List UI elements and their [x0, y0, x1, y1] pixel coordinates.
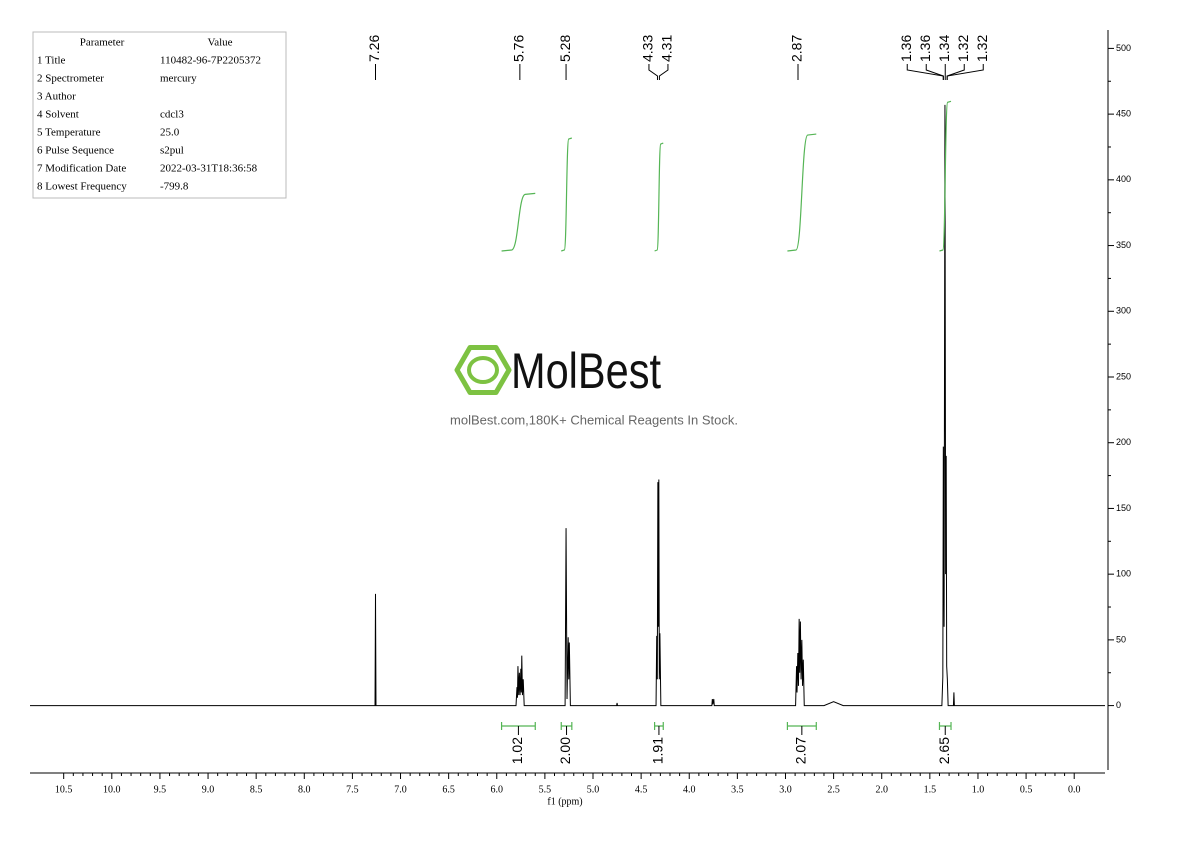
y-tick-label: 150	[1116, 503, 1131, 513]
parameter-table: Parameter Value 1 Title 110482-96-7P2205372…	[37, 37, 261, 193]
y-tick-label: 200	[1116, 437, 1131, 447]
x-tick-label: 5.5	[539, 784, 552, 795]
table-cell: 1 Title	[37, 55, 66, 67]
watermark: MolBest molBest.com,180K+ Chemical Reage…	[450, 343, 738, 427]
x-tick-label: 0.5	[1020, 784, 1033, 795]
table-header: Value	[207, 37, 232, 49]
x-tick-label: 1.5	[924, 784, 937, 795]
y-tick-label: 100	[1116, 569, 1131, 579]
x-tick-label: 8.5	[250, 784, 263, 795]
peak-label: 1.36	[898, 35, 914, 62]
table-cell: 2022-03-31T18:36:58	[160, 163, 258, 175]
peak-label: 4.31	[659, 35, 675, 62]
integral-curve	[787, 133, 817, 252]
integral-label: 2.00	[557, 737, 573, 764]
table-cell: 25.0	[160, 127, 180, 139]
y-tick-label: 450	[1116, 108, 1131, 118]
peak-label: 1.32	[974, 35, 990, 62]
x-tick-label: 7.0	[394, 784, 407, 795]
x-tick-label: 10.5	[55, 784, 73, 795]
x-tick-label: 4.0	[683, 784, 696, 795]
peak-marker	[658, 64, 669, 80]
x-tick-label: 10.0	[103, 784, 121, 795]
integral-label: 1.02	[509, 737, 525, 764]
table-cell: 6 Pulse Sequence	[37, 145, 114, 157]
table-cell: 3 Author	[37, 91, 76, 103]
x-tick-label: 4.5	[635, 784, 648, 795]
table-cell: mercury	[160, 73, 197, 85]
x-tick-label: 6.0	[491, 784, 504, 795]
table-cell: cdcl3	[160, 109, 184, 121]
x-tick-label: 1.0	[972, 784, 985, 795]
table-header: Parameter	[80, 37, 125, 49]
table-cell: 110482-96-7P2205372	[160, 55, 261, 67]
peak-marker	[906, 64, 944, 80]
parameter-table-frame	[32, 31, 287, 199]
x-tick-label: 5.0	[587, 784, 600, 795]
x-tick-label: 8.0	[298, 784, 311, 795]
x-tick-label: 3.5	[731, 784, 744, 795]
y-tick-label: 250	[1116, 371, 1131, 381]
peak-label: 5.76	[511, 35, 527, 62]
integral-curve	[501, 192, 536, 252]
peak-label: 4.33	[640, 35, 656, 62]
x-tick-label: 7.5	[346, 784, 359, 795]
y-tick-label: 500	[1116, 43, 1131, 53]
peak-marker	[925, 64, 944, 80]
integral-label: 1.91	[650, 737, 666, 764]
y-tick-label: 300	[1116, 306, 1131, 316]
x-tick-label: 0.0	[1068, 784, 1081, 795]
x-tick-label: 2.0	[875, 784, 888, 795]
integral-label: 2.65	[936, 737, 952, 764]
tagline: molBest.com,180K+ Chemical Reagents In S…	[450, 412, 738, 427]
x-tick-label: 3.0	[779, 784, 792, 795]
peak-marker	[648, 64, 658, 80]
spectrum-line	[30, 104, 1105, 707]
peak-marker	[946, 64, 965, 80]
logo-ring	[467, 356, 499, 384]
integral-curve	[939, 100, 952, 252]
logo-text: MolBest	[511, 343, 661, 399]
y-tick-label: 0	[1116, 700, 1121, 710]
table-cell: 2 Spectrometer	[37, 73, 104, 85]
table-cell: 5 Temperature	[37, 127, 101, 139]
y-tick-label: 350	[1116, 240, 1131, 250]
logo-hexagon	[454, 345, 512, 395]
y-tick-label: 400	[1116, 174, 1131, 184]
peak-marker	[946, 64, 984, 80]
table-cell: 8 Lowest Frequency	[37, 181, 127, 193]
x-tick-label: 9.0	[202, 784, 215, 795]
integral-label: 2.07	[793, 737, 809, 764]
peak-label: 7.26	[366, 35, 382, 62]
peak-label: 1.32	[955, 35, 971, 62]
peak-label: 2.87	[789, 35, 805, 62]
integral-curve	[561, 137, 573, 252]
table-cell: 7 Modification Date	[37, 163, 126, 175]
peak-label: 1.34	[936, 35, 952, 62]
table-cell: s2pul	[160, 145, 184, 157]
table-cell: 4 Solvent	[37, 109, 79, 121]
x-tick-label: 2.5	[827, 784, 840, 795]
x-axis-label: f1 (ppm)	[547, 796, 582, 807]
y-tick-label: 50	[1116, 634, 1126, 644]
x-tick-label: 9.5	[154, 784, 167, 795]
peak-label: 5.28	[557, 35, 573, 62]
peak-label: 1.36	[917, 35, 933, 62]
table-cell: -799.8	[160, 181, 189, 193]
integral-curve	[654, 142, 664, 252]
x-tick-label: 6.5	[442, 784, 455, 795]
